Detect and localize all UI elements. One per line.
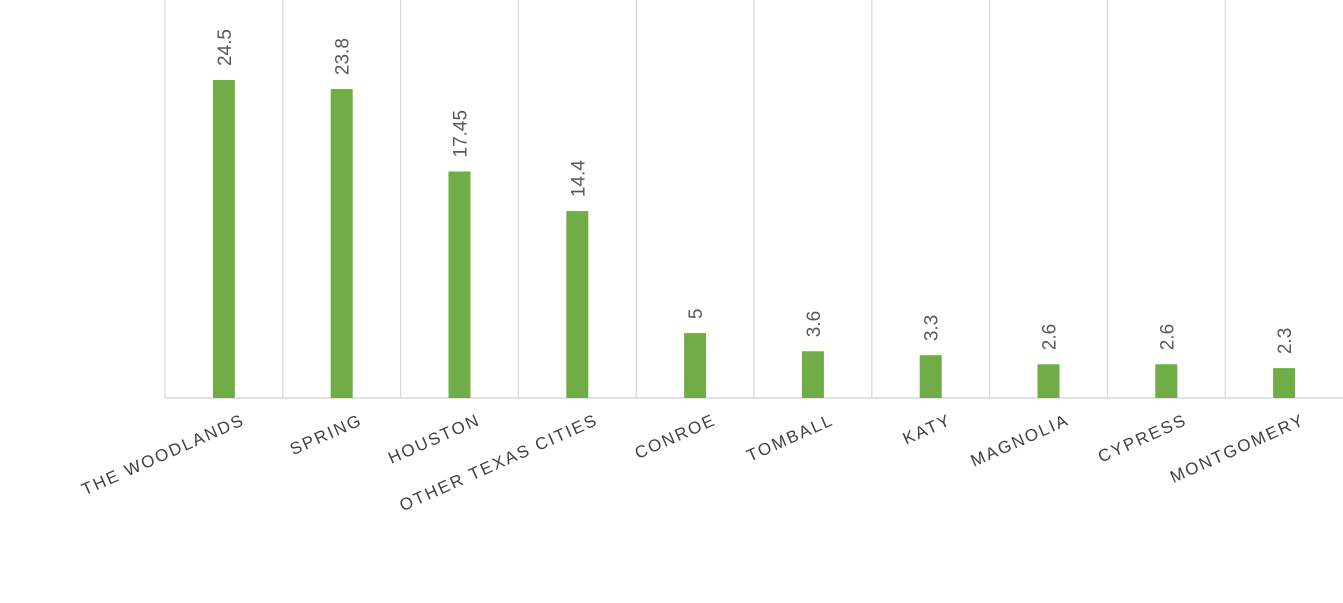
bar xyxy=(1273,368,1295,398)
data-label: 3.3 xyxy=(922,315,943,341)
data-label: 5 xyxy=(686,309,707,320)
data-label: 24.5 xyxy=(215,29,236,66)
x-tick-label: HOUSTON xyxy=(385,410,483,468)
bar xyxy=(802,351,824,398)
x-tick-label: OTHER TEXAS CITIES xyxy=(397,410,601,515)
x-tick-label: CYPRESS xyxy=(1095,410,1190,466)
bar xyxy=(566,211,588,398)
bar xyxy=(331,89,353,398)
x-tick-label: SPRING xyxy=(287,410,365,459)
data-label: 17.45 xyxy=(451,110,472,158)
x-tick-label: MONTGOMERY xyxy=(1167,410,1307,486)
data-label: 14.4 xyxy=(568,160,589,197)
data-label: 23.8 xyxy=(333,38,354,75)
bar xyxy=(213,80,235,398)
page: {"chart_data": {"type": "bar", "categori… xyxy=(0,0,1343,603)
x-tick-label: THE WOODLANDS xyxy=(79,410,248,499)
x-tick-label: MAGNOLIA xyxy=(968,410,1072,470)
x-tick-label: KATY xyxy=(900,410,954,448)
bar xyxy=(1155,364,1177,398)
bar xyxy=(1038,364,1060,398)
chart: 24.5 THE WOODLANDS 23.8 SPRING 17.45 HOUSTON 1… xyxy=(0,0,1343,603)
data-label: 2.6 xyxy=(1157,324,1178,350)
data-label: 2.6 xyxy=(1040,324,1061,350)
data-label: 3.6 xyxy=(804,311,825,337)
x-tick-label: TOMBALL xyxy=(744,410,837,465)
bar xyxy=(449,171,471,398)
x-tick-label: CONROE xyxy=(632,410,719,463)
bar xyxy=(684,333,706,398)
bar xyxy=(920,355,942,398)
data-label: 2.3 xyxy=(1275,328,1296,354)
